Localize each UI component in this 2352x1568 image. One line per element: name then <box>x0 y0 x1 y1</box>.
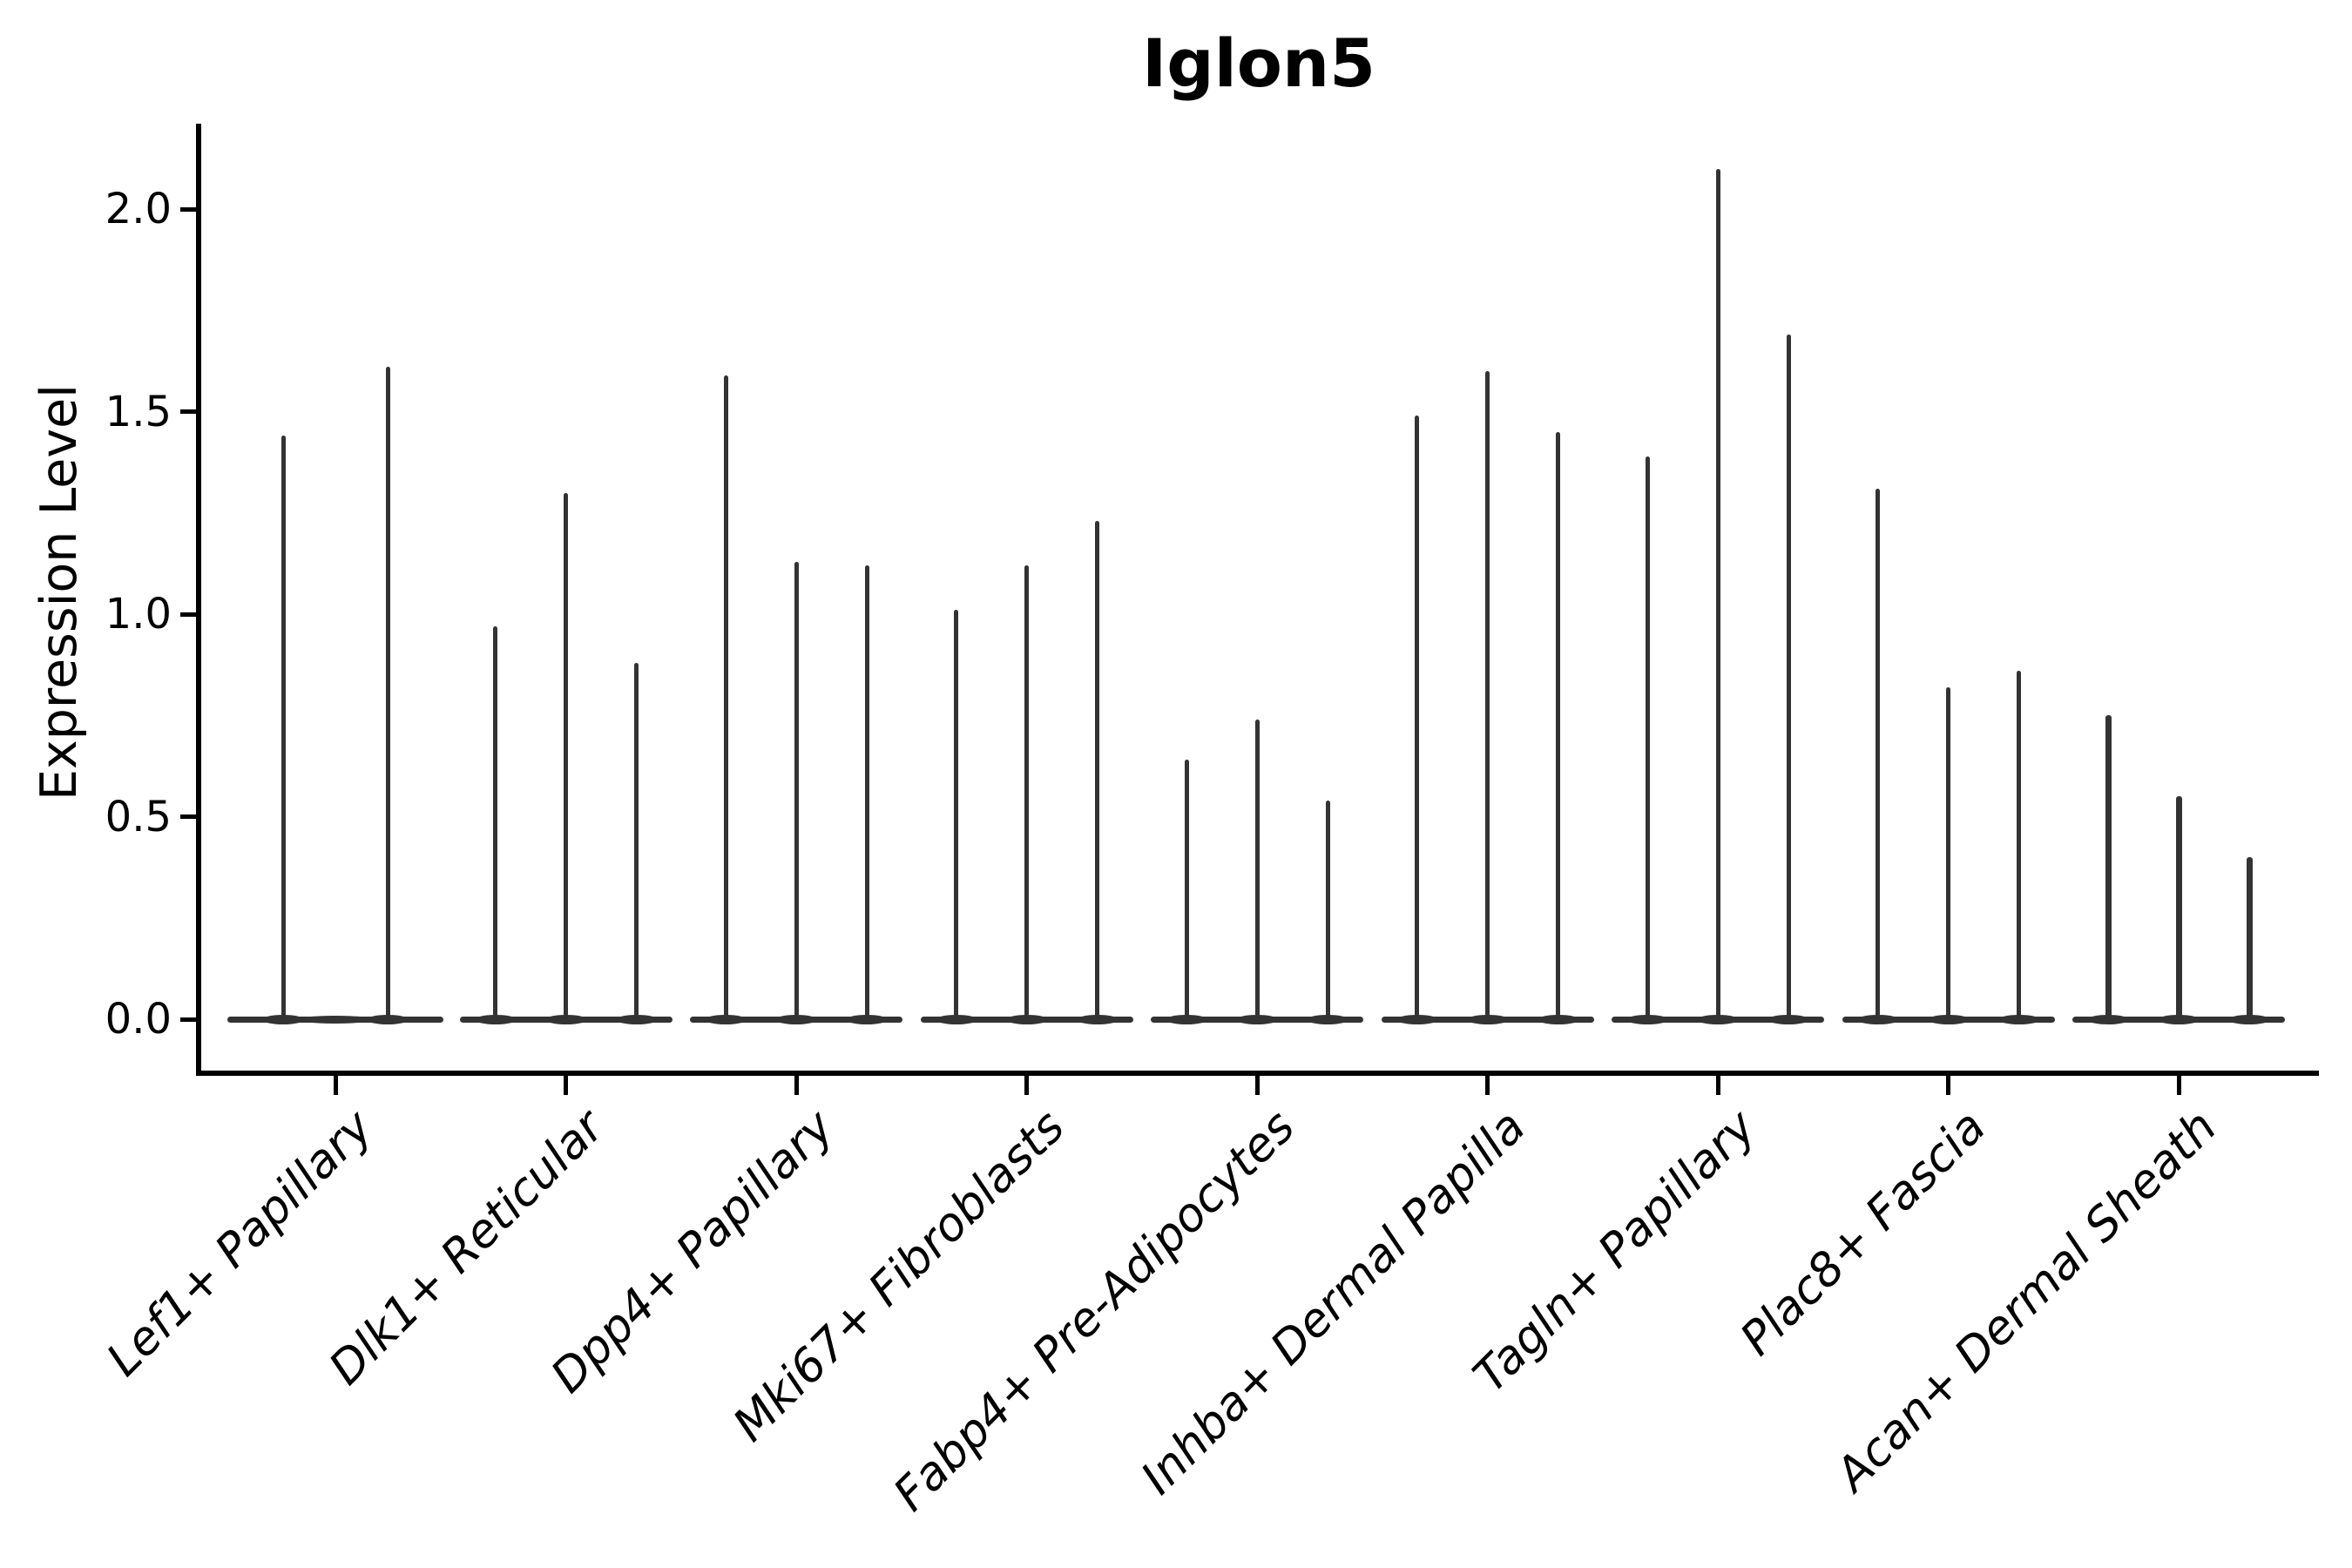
violin-spike <box>2246 857 2253 1019</box>
y-tick-mark <box>180 206 196 212</box>
y-tick-mark <box>180 1017 196 1022</box>
violin-spike <box>280 436 286 1019</box>
violin-bump <box>262 1014 304 1024</box>
violin-bump <box>474 1014 517 1024</box>
violin-bump <box>1927 1014 1970 1024</box>
violin-bump <box>846 1014 888 1024</box>
violin-spike <box>954 610 958 1019</box>
violin-spike <box>864 565 869 1019</box>
x-tick-label: Inhba+ Dermal Papilla <box>1131 1100 1536 1505</box>
violin-bump <box>2158 1014 2200 1024</box>
x-tick-mark <box>333 1076 338 1095</box>
violin-spike <box>794 561 799 1019</box>
violin-spike <box>1876 488 1880 1019</box>
violin-spike <box>2105 715 2112 1019</box>
violin-bump <box>1626 1014 1668 1024</box>
y-tick-label: 2.0 <box>105 185 172 233</box>
violin-spike <box>1095 521 1099 1019</box>
violin-bump <box>1396 1014 1438 1024</box>
x-tick-mark <box>794 1076 799 1095</box>
violin-bump <box>775 1014 817 1024</box>
violin-spike <box>1556 431 1560 1019</box>
violin-spike <box>385 367 390 1019</box>
violin-bump <box>1767 1014 1809 1024</box>
violin-bump <box>2228 1014 2270 1024</box>
y-tick-label: 0.0 <box>105 995 172 1044</box>
violin-bump <box>705 1014 747 1024</box>
violin-spike <box>1715 168 1720 1019</box>
y-tick-label: 1.5 <box>105 387 172 436</box>
chart-title: Iglon5 <box>1142 24 1375 102</box>
violin-bump <box>1236 1014 1278 1024</box>
x-tick-mark <box>2176 1076 2181 1095</box>
y-tick-label: 1.0 <box>105 590 172 639</box>
violin-bump <box>544 1014 587 1024</box>
violin-bump <box>1697 1014 1739 1024</box>
violin-bump <box>1005 1014 1048 1024</box>
x-tick-label: Plac8+ Fascia <box>1730 1100 1997 1366</box>
violin-bump <box>296 1015 375 1024</box>
y-tick-mark <box>180 612 196 617</box>
x-tick-mark <box>1024 1076 1029 1095</box>
violin-bump <box>1166 1014 1207 1024</box>
violin-spike <box>1485 371 1490 1019</box>
violin-bump <box>615 1014 658 1024</box>
x-tick-mark <box>1485 1076 1490 1095</box>
violin-spike <box>1645 456 1650 1019</box>
violin-bump <box>1997 1014 2040 1024</box>
violin-bump <box>367 1014 409 1024</box>
x-tick-mark <box>564 1076 568 1095</box>
violin-spike <box>493 625 497 1019</box>
violin-spike <box>1786 335 1791 1019</box>
violin-spike <box>1415 416 1419 1019</box>
x-tick-mark <box>1946 1076 1950 1095</box>
violin-spike <box>2017 671 2021 1019</box>
x-tick-mark <box>1254 1076 1260 1095</box>
violin-bump <box>1466 1014 1509 1024</box>
violin-bump <box>1076 1014 1119 1024</box>
violin-bump <box>935 1014 977 1024</box>
violin-bump <box>1307 1014 1348 1024</box>
y-axis-spine <box>196 124 201 1076</box>
violin-spike <box>2175 796 2182 1019</box>
violin-bump <box>1856 1014 1899 1024</box>
violin-bump <box>2087 1014 2129 1024</box>
violin-spike <box>1024 565 1029 1019</box>
x-tick-label: Fabp4+ Pre-Adipocytes <box>883 1100 1306 1522</box>
violin-spike <box>1946 686 1950 1019</box>
y-tick-mark <box>180 814 196 819</box>
violin-spike <box>1254 719 1260 1019</box>
y-tick-mark <box>180 409 196 414</box>
violin-spike <box>1325 800 1330 1019</box>
x-axis-spine <box>196 1071 2319 1076</box>
x-tick-mark <box>1715 1076 1720 1095</box>
violin-spike <box>564 492 568 1019</box>
y-tick-label: 0.5 <box>105 792 172 841</box>
violin-bump <box>1537 1014 1579 1024</box>
violin-spike <box>1184 760 1189 1019</box>
violin-spike <box>634 662 639 1019</box>
violin-spike <box>723 375 728 1019</box>
x-tick-label: Acan+ Dermal Sheath <box>1825 1100 2227 1502</box>
